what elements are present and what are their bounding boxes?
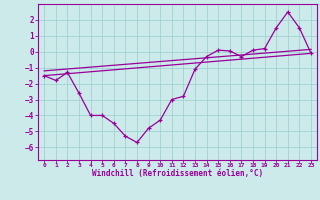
X-axis label: Windchill (Refroidissement éolien,°C): Windchill (Refroidissement éolien,°C) — [92, 169, 263, 178]
